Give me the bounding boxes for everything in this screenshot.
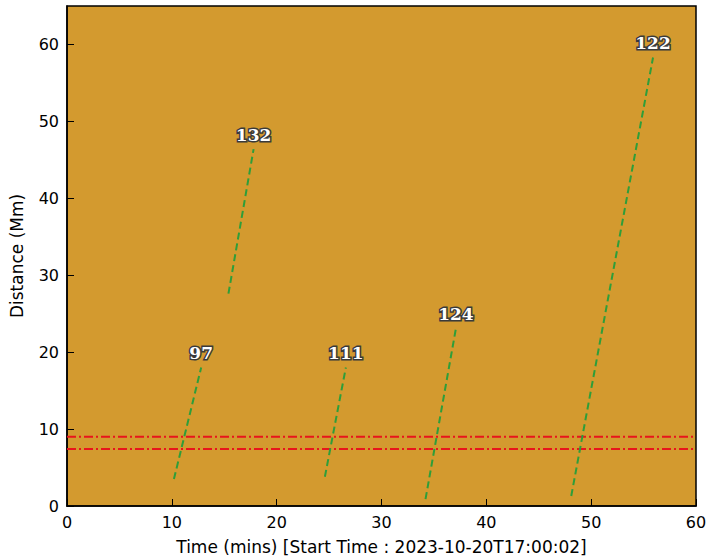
svg-text:124: 124 bbox=[438, 304, 474, 324]
svg-text:0: 0 bbox=[62, 513, 72, 532]
svg-text:20: 20 bbox=[39, 343, 59, 362]
svg-text:0: 0 bbox=[49, 497, 59, 516]
svg-text:60: 60 bbox=[39, 35, 59, 54]
svg-text:20: 20 bbox=[266, 513, 286, 532]
svg-text:30: 30 bbox=[39, 266, 59, 285]
svg-text:10: 10 bbox=[39, 420, 59, 439]
svg-text:30: 30 bbox=[371, 513, 391, 532]
svg-text:50: 50 bbox=[39, 112, 59, 131]
svg-text:111: 111 bbox=[328, 343, 364, 363]
svg-text:122: 122 bbox=[635, 33, 671, 53]
svg-text:50: 50 bbox=[581, 513, 601, 532]
svg-text:10: 10 bbox=[162, 513, 182, 532]
svg-text:40: 40 bbox=[39, 189, 59, 208]
svg-text:97: 97 bbox=[189, 343, 213, 363]
svg-text:60: 60 bbox=[686, 513, 706, 532]
svg-text:Time (mins) [Start Time : 2023: Time (mins) [Start Time : 2023-10-20T17:… bbox=[175, 537, 586, 557]
svg-text:Distance (Mm): Distance (Mm) bbox=[7, 194, 27, 318]
svg-text:40: 40 bbox=[476, 513, 496, 532]
svg-text:132: 132 bbox=[236, 125, 272, 145]
